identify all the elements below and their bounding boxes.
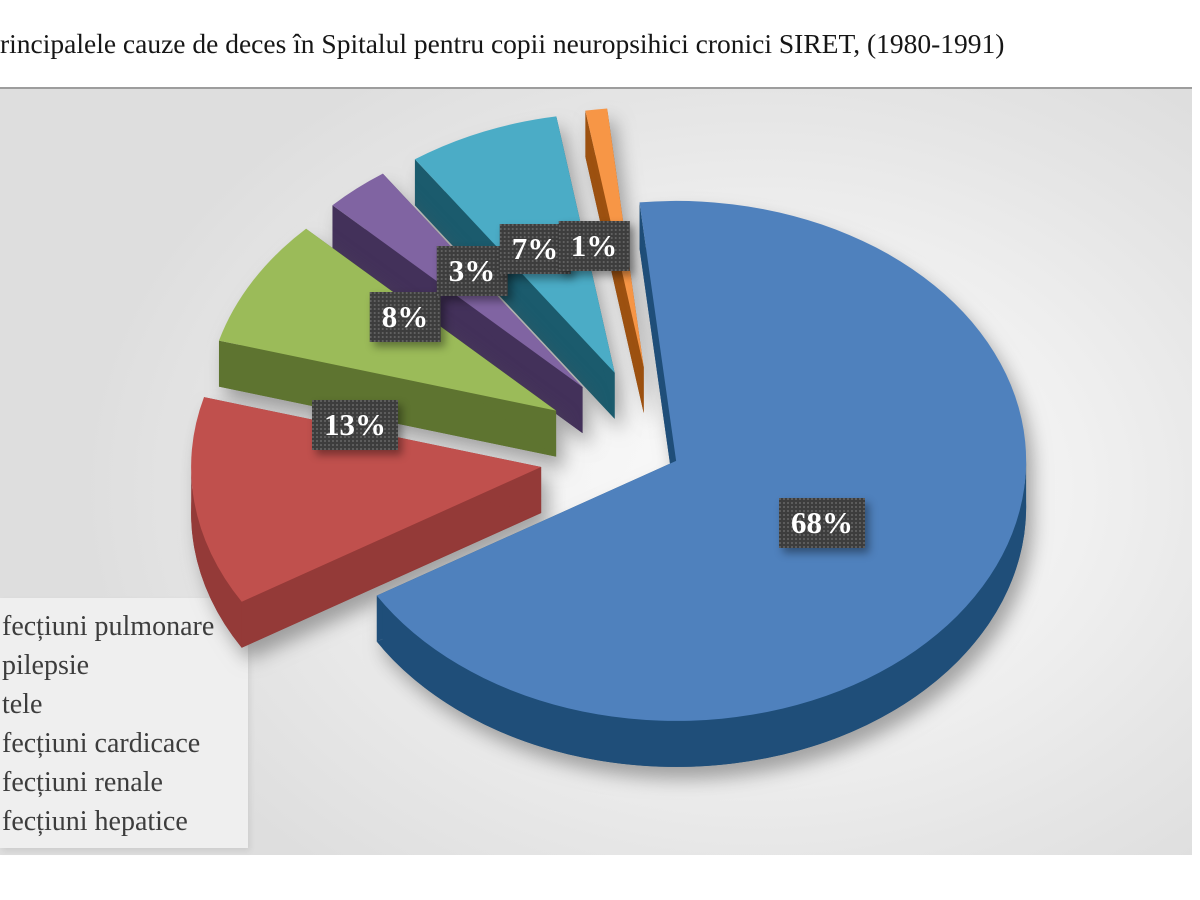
legend-items: fecțiuni pulmonare pilepsie tele fecțiuni c… — [0, 598, 248, 841]
data-label-3pct: 3% — [436, 246, 508, 296]
data-label-68pct: 68% — [779, 498, 865, 548]
legend-item-1: pilepsie — [2, 650, 90, 681]
legend-item-4: fecțiuni renale — [2, 767, 163, 798]
chart-title: rincipalele cauze de deces în Spitalul p… — [0, 28, 1005, 59]
legend-item-5: fecțiuni hepatice — [2, 806, 188, 837]
legend-item-0: fecțiuni pulmonare — [2, 611, 215, 642]
data-label-1pct: 1% — [558, 221, 630, 271]
data-label-8pct: 8% — [369, 292, 441, 342]
legend-item-3: fecțiuni cardicace — [2, 728, 201, 759]
legend-item-2: tele — [2, 689, 43, 720]
legend: fecțiuni pulmonare pilepsie tele fecțiuni c… — [0, 598, 248, 848]
data-label-13pct: 13% — [312, 400, 398, 450]
